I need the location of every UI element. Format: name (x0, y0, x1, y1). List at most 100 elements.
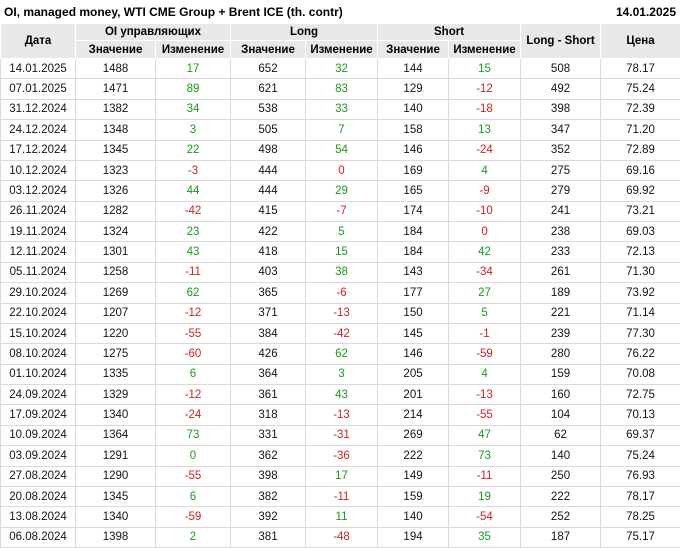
cell-long-change: 62 (304, 343, 379, 365)
cell-price: 70.13 (600, 404, 680, 426)
col-header-price: Цена (600, 23, 680, 59)
cell-date: 05.11.2024 (0, 261, 76, 284)
cell-long-short: 233 (520, 241, 602, 263)
subheader-long-change: Изменение (304, 40, 379, 59)
cell-date: 10.12.2024 (0, 159, 76, 182)
cell-price: 69.03 (600, 220, 680, 243)
cell-long-short: 347 (520, 119, 602, 141)
cell-long-short: 250 (520, 465, 602, 487)
table-row: 17.12.2024 1345 22 498 54 146 -24 352 72… (0, 139, 680, 161)
cell-oi-change: 2 (155, 526, 231, 548)
cell-price: 76.93 (600, 465, 680, 487)
table-row: 14.01.2025 1488 17 652 32 144 15 508 78.… (0, 57, 680, 80)
cell-short-value: 149 (377, 465, 450, 487)
cell-price: 75.24 (600, 78, 680, 100)
cell-long-value: 364 (230, 363, 306, 386)
table-row: 08.10.2024 1275 -60 426 62 146 -59 280 7… (0, 343, 680, 365)
cell-long-short: 275 (520, 159, 602, 182)
table-row: 06.08.2024 1398 2 381 -48 194 35 187 75.… (0, 526, 680, 548)
cell-long-change: -7 (304, 200, 379, 223)
cell-long-value: 392 (230, 506, 306, 528)
cell-oi-value: 1290 (75, 465, 156, 487)
cell-long-short: 238 (520, 220, 602, 243)
table-row: 12.11.2024 1301 43 418 15 184 42 233 72.… (0, 241, 680, 263)
col-group-long: Long (229, 23, 379, 41)
cell-price: 71.30 (600, 261, 680, 284)
cell-long-change: 0 (304, 159, 379, 182)
cell-oi-change: 6 (155, 363, 231, 386)
header-sub-row: Значение Изменение Значение Изменение Зн… (1, 40, 680, 59)
cell-date: 17.12.2024 (0, 139, 76, 161)
cell-long-short: 280 (520, 343, 602, 365)
table-row: 17.09.2024 1340 -24 318 -13 214 -55 104 … (0, 404, 680, 426)
cell-oi-change: -60 (155, 343, 231, 365)
table-row: 29.10.2024 1269 62 365 -6 177 27 189 73.… (0, 282, 680, 304)
cell-short-value: 140 (377, 98, 450, 121)
cell-long-value: 444 (230, 159, 306, 182)
cell-long-change: 54 (304, 139, 379, 161)
cell-oi-value: 1345 (75, 485, 156, 508)
cell-short-change: 35 (448, 526, 522, 548)
cell-long-change: -42 (304, 322, 379, 345)
cell-short-value: 143 (377, 261, 450, 284)
table-row: 05.11.2024 1258 -11 403 38 143 -34 261 7… (0, 261, 680, 284)
cell-short-value: 140 (377, 506, 450, 528)
cell-oi-change: -55 (155, 465, 231, 487)
cell-short-change: 13 (448, 119, 522, 141)
cell-short-change: -18 (448, 98, 522, 121)
cell-short-value: 145 (377, 322, 450, 345)
cell-short-value: 201 (377, 383, 450, 406)
col-header-date: Дата (0, 23, 76, 59)
cell-long-value: 498 (230, 139, 306, 161)
cell-oi-value: 1220 (75, 322, 156, 345)
cell-long-value: 362 (230, 445, 306, 467)
cell-long-value: 403 (230, 261, 306, 284)
cell-oi-change: 62 (155, 282, 231, 304)
cell-oi-change: 0 (155, 445, 231, 467)
cell-oi-change: 17 (155, 57, 231, 80)
cell-long-short: 241 (520, 200, 602, 223)
cell-short-change: 42 (448, 241, 522, 263)
cell-long-change: -48 (304, 526, 379, 548)
cell-short-value: 146 (377, 139, 450, 161)
cell-long-value: 384 (230, 322, 306, 345)
cell-long-change: -11 (304, 485, 379, 508)
cell-long-change: -13 (304, 404, 379, 426)
cell-long-short: 189 (520, 282, 602, 304)
cell-date: 29.10.2024 (0, 282, 76, 304)
cell-short-value: 159 (377, 485, 450, 508)
cell-short-change: 15 (448, 57, 522, 80)
cell-short-change: -10 (448, 200, 522, 223)
cell-oi-value: 1398 (75, 526, 156, 548)
cell-short-change: 5 (448, 302, 522, 324)
table-row: 24.12.2024 1348 3 505 7 158 13 347 71.20 (0, 119, 680, 141)
cell-short-change: 73 (448, 445, 522, 467)
report-date: 14.01.2025 (615, 4, 676, 19)
cell-oi-value: 1488 (75, 57, 156, 80)
table-row: 03.09.2024 1291 0 362 -36 222 73 140 75.… (0, 445, 680, 467)
cell-short-value: 150 (377, 302, 450, 324)
cell-short-change: 0 (448, 220, 522, 243)
cell-price: 73.21 (600, 200, 680, 223)
cell-short-value: 214 (377, 404, 450, 426)
cell-short-value: 174 (377, 200, 450, 223)
cell-short-value: 169 (377, 159, 450, 182)
cell-long-change: 32 (304, 57, 379, 80)
cell-short-change: -11 (448, 465, 522, 487)
cell-price: 77.30 (600, 322, 680, 345)
cell-date: 13.08.2024 (0, 506, 76, 528)
table-row: 31.12.2024 1382 34 538 33 140 -18 398 72… (0, 98, 680, 121)
cell-date: 31.12.2024 (0, 98, 76, 121)
cell-oi-change: -12 (155, 302, 231, 324)
cell-price: 73.92 (600, 282, 680, 304)
cell-oi-change: 89 (155, 78, 231, 100)
table-body: 14.01.2025 1488 17 652 32 144 15 508 78.… (0, 57, 680, 548)
cell-oi-change: 23 (155, 220, 231, 243)
cell-oi-change: -12 (155, 383, 231, 406)
table-row: 07.01.2025 1471 89 621 83 129 -12 492 75… (0, 78, 680, 100)
cell-long-short: 221 (520, 302, 602, 324)
cell-oi-value: 1345 (75, 139, 156, 161)
cell-long-change: 33 (304, 98, 379, 121)
cell-long-short: 508 (520, 57, 602, 80)
